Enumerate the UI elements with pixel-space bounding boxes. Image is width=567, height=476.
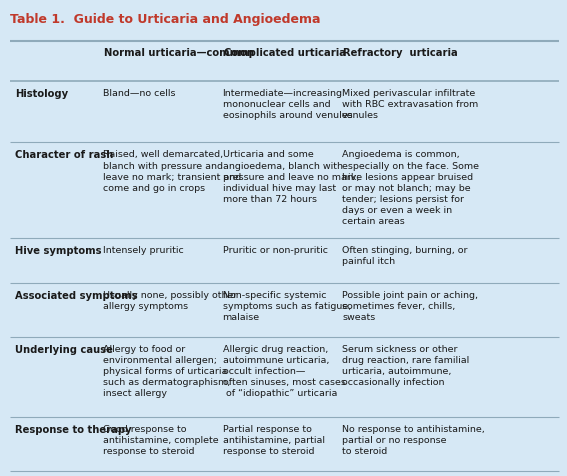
Text: No response to antihistamine,
partial or no response
to steroid: No response to antihistamine, partial or… (342, 424, 485, 456)
Text: Associated symptoms: Associated symptoms (15, 290, 138, 300)
Text: Histology: Histology (15, 89, 68, 99)
Text: Hive symptoms: Hive symptoms (15, 245, 101, 255)
Text: Partial response to
antihistamine, partial
response to steroid: Partial response to antihistamine, parti… (222, 424, 324, 456)
Text: Good response to
antihistamine, complete
response to steroid: Good response to antihistamine, complete… (103, 424, 218, 456)
Text: Usually none, possibly other
allergy symptoms: Usually none, possibly other allergy sym… (103, 290, 237, 310)
Text: Response to therapy: Response to therapy (15, 424, 132, 434)
Text: Often stinging, burning, or
painful itch: Often stinging, burning, or painful itch (342, 245, 468, 265)
Text: Serum sickness or other
drug reaction, rare familial
urticaria, autoimmune,
occa: Serum sickness or other drug reaction, r… (342, 344, 469, 387)
Text: Allergic drug reaction,
autoimmune urticaria,
occult infection—
often sinuses, m: Allergic drug reaction, autoimmune urtic… (222, 344, 345, 397)
Text: Intensely pruritic: Intensely pruritic (103, 245, 184, 254)
Text: Table 1.  Guide to Urticaria and Angioedema: Table 1. Guide to Urticaria and Angioede… (10, 13, 320, 26)
Text: Bland—no cells: Bland—no cells (103, 89, 175, 98)
Text: Allergy to food or
environmental allergen;
physical forms of urticaria
such as d: Allergy to food or environmental allerge… (103, 344, 230, 397)
Text: Possible joint pain or aching,
sometimes fever, chills,
sweats: Possible joint pain or aching, sometimes… (342, 290, 478, 321)
Text: Angioedema is common,
especially on the face. Some
hive lesions appear bruised
o: Angioedema is common, especially on the … (342, 150, 479, 226)
Text: Intermediate—increasing
mononuclear cells and
eosinophils around venules: Intermediate—increasing mononuclear cell… (222, 89, 352, 120)
Text: Character of rash: Character of rash (15, 150, 113, 160)
Text: Mixed perivascular infiltrate
with RBC extravasation from
venules: Mixed perivascular infiltrate with RBC e… (342, 89, 479, 120)
Text: Complicated urticaria: Complicated urticaria (223, 48, 345, 58)
Text: Urticaria and some
angioedema, blanch with
pressure and leave no mark;
individua: Urticaria and some angioedema, blanch wi… (222, 150, 359, 203)
Text: Normal urticaria—common: Normal urticaria—common (104, 48, 254, 58)
Text: Refractory  urticaria: Refractory urticaria (343, 48, 458, 58)
Text: Underlying cause: Underlying cause (15, 344, 113, 354)
Text: Raised, well demarcated,
blanch with pressure and
leave no mark; transient and
c: Raised, well demarcated, blanch with pre… (103, 150, 241, 192)
Text: Non-specific systemic
symptoms such as fatigue,
malaise: Non-specific systemic symptoms such as f… (222, 290, 351, 321)
Text: Pruritic or non-pruritic: Pruritic or non-pruritic (222, 245, 328, 254)
